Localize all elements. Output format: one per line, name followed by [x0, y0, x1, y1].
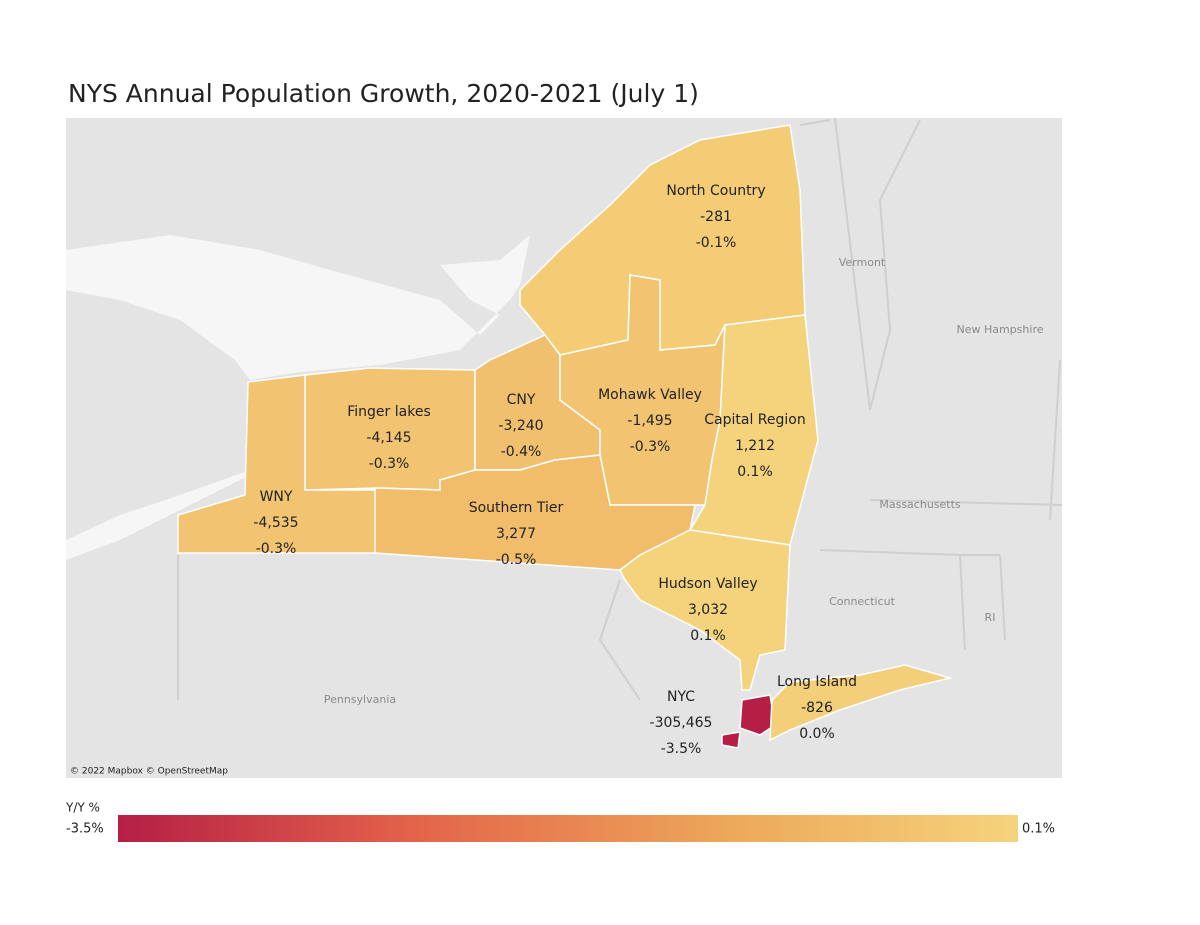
place-label: Connecticut: [829, 595, 896, 608]
place-label: Pennsylvania: [324, 693, 396, 706]
region-change: -4,145: [366, 430, 411, 446]
region-growth: -0.5%: [496, 552, 537, 568]
regions: [177, 124, 953, 749]
legend-max: 0.1%: [1022, 822, 1055, 837]
region-change: -1,495: [627, 413, 672, 429]
region-change: 3,032: [688, 602, 728, 618]
place-label: Massachusetts: [879, 498, 961, 511]
region-growth: 0.1%: [690, 628, 726, 644]
region-shape: [721, 731, 741, 749]
region-growth: -0.1%: [696, 235, 737, 251]
region-name: CNY: [507, 392, 536, 408]
place-label: New Hampshire: [956, 323, 1043, 336]
title: NYS Annual Population Growth, 2020-2021 …: [68, 79, 699, 108]
region-shape: [619, 529, 791, 691]
region-change: -305,465: [650, 715, 713, 731]
region-change: -281: [700, 209, 732, 225]
lake-erie: [66, 455, 290, 560]
region-growth: -0.3%: [630, 439, 671, 455]
region-growth: -0.4%: [501, 444, 542, 460]
region-change: 1,212: [735, 438, 775, 454]
legend-min: -3.5%: [66, 822, 104, 837]
region-name: Hudson Valley: [658, 576, 757, 592]
region-name: Finger lakes: [347, 404, 431, 420]
region-name: Southern Tier: [469, 500, 564, 516]
place-label: RI: [985, 611, 996, 624]
region-name: WNY: [260, 489, 293, 505]
lake-ontario: [66, 235, 530, 380]
region-name: Mohawk Valley: [598, 387, 702, 403]
region-name: NYC: [667, 689, 695, 705]
region-change: -826: [801, 700, 833, 716]
region-growth: -3.5%: [661, 741, 702, 757]
region-shape: [769, 664, 953, 742]
legend-bar: [118, 815, 1018, 842]
region-growth: -0.3%: [369, 456, 410, 472]
region-growth: 0.1%: [737, 464, 773, 480]
region-change: 3,277: [496, 526, 536, 542]
legend-title: Y/Y %: [65, 801, 100, 815]
region-change: -4,535: [253, 515, 298, 531]
region-growth: -0.3%: [256, 541, 297, 557]
region-growth: 0.0%: [799, 726, 835, 742]
place-label: Vermont: [839, 256, 886, 269]
region-shape: [739, 694, 776, 736]
region-name: Long Island: [777, 674, 857, 690]
region-change: -3,240: [498, 418, 543, 434]
state-borders: [177, 117, 1063, 701]
region-name: Capital Region: [704, 412, 805, 428]
labels: North Country -281 -0.1% Finger lakes -4,145…: [253, 183, 857, 757]
attribution: © 2022 Mapbox © OpenStreetMap: [70, 767, 228, 777]
region-name: North Country: [666, 183, 765, 199]
